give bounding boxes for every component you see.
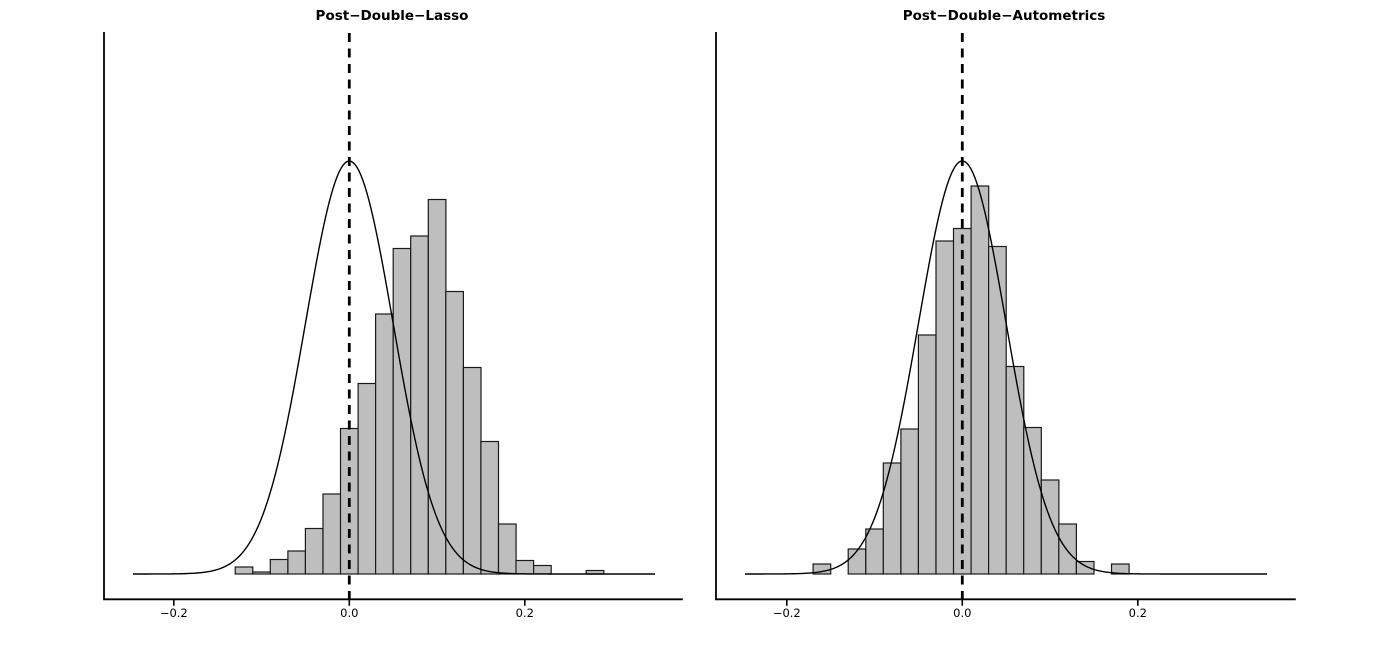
histogram-bar — [987, 245, 1007, 575]
histogram-bar — [375, 313, 394, 575]
histogram-bar — [497, 523, 517, 575]
histogram-bar — [445, 290, 464, 575]
panel-right: Post−Double−Autometrics −0.2 0.0 0.2 — [715, 8, 1296, 620]
axis-lines — [715, 32, 1296, 601]
x-tick-label: −0.2 — [773, 606, 801, 620]
histogram-bar — [1075, 560, 1095, 575]
histogram-bar — [882, 462, 902, 575]
histogram-bar — [462, 366, 482, 575]
histogram-bar — [970, 185, 990, 575]
histogram-bar — [252, 571, 272, 575]
histogram-bar — [1005, 365, 1025, 575]
histogram-bar — [304, 527, 324, 575]
x-tick-label: −0.2 — [160, 606, 188, 620]
histogram-bar — [287, 550, 307, 575]
histogram-bar — [357, 382, 377, 575]
panel-right-title: Post−Double−Autometrics — [903, 8, 1106, 24]
x-tick-label: 0.2 — [516, 606, 534, 620]
panel-left: Post−Double−Lasso −0.2 0.0 0.2 — [103, 8, 683, 620]
histogram-bar — [234, 566, 254, 575]
histogram-bar — [392, 247, 412, 575]
histogram-bar — [269, 558, 289, 575]
histogram-bar — [1058, 523, 1078, 575]
histogram-bar — [935, 240, 955, 575]
panel-left-plot: −0.2 0.0 0.2 — [103, 32, 683, 620]
histogram-bar — [865, 528, 884, 575]
axis-lines — [103, 32, 683, 601]
histogram-bar — [847, 548, 867, 575]
panel-left-title: Post−Double−Lasso — [316, 8, 469, 24]
x-tick-label: 0.2 — [1129, 606, 1147, 620]
x-tick-label: 0.0 — [340, 606, 358, 620]
histogram-bar — [515, 559, 535, 575]
histogram-bar — [1040, 479, 1060, 575]
panel-right-plot: −0.2 0.0 0.2 — [715, 32, 1296, 620]
histogram-bar — [322, 493, 342, 575]
normal-density-curve — [133, 160, 655, 575]
histogram-bar — [1023, 426, 1042, 575]
x-tick-label: 0.0 — [953, 606, 971, 620]
histogram-bar — [410, 235, 429, 575]
histogram-bar — [900, 428, 920, 575]
histogram-bar — [480, 440, 500, 575]
normal-density-curve — [745, 160, 1267, 575]
histogram-bar — [917, 334, 937, 575]
histogram-bar — [532, 564, 552, 575]
